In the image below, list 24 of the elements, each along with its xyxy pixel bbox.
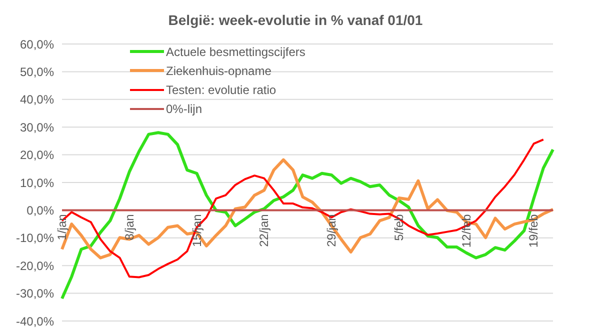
x-tick-label: 15/jan — [190, 214, 204, 247]
y-tick-label: 50,0% — [20, 64, 54, 79]
legend-label: Actuele besmettingscijfers — [166, 44, 306, 58]
y-tick-label: -20,0% — [16, 258, 54, 273]
x-tick-label: 5/feb — [392, 214, 406, 241]
x-tick-label: 1/jan — [55, 214, 69, 240]
x-tick-label: 29/jan — [324, 214, 339, 247]
x-tick-label: 22/jan — [257, 214, 272, 247]
y-tick-label: -40,0% — [16, 314, 54, 328]
y-tick-label: -10,0% — [16, 231, 54, 246]
legend-label: Testen: evolutie ratio — [166, 82, 276, 96]
x-tick-label: 19/feb — [526, 214, 541, 248]
y-tick-label: 60,0% — [20, 37, 54, 52]
y-tick-label: 30,0% — [20, 120, 54, 134]
x-tick-label: 12/feb — [459, 214, 474, 248]
y-tick-label: 10,0% — [20, 176, 54, 190]
y-tick-label: -30,0% — [16, 286, 54, 301]
legend-label: 0%-lijn — [166, 102, 202, 116]
x-tick-label: 8/jan — [122, 214, 136, 240]
y-tick-label: 0,0% — [26, 203, 54, 218]
y-tick-label: 40,0% — [20, 92, 54, 107]
legend-label: Ziekenhuis-opname — [166, 64, 272, 78]
y-tick-label: 20,0% — [20, 148, 54, 162]
chart-title: België: week-evolutie in % vanaf 01/01 — [167, 12, 424, 28]
